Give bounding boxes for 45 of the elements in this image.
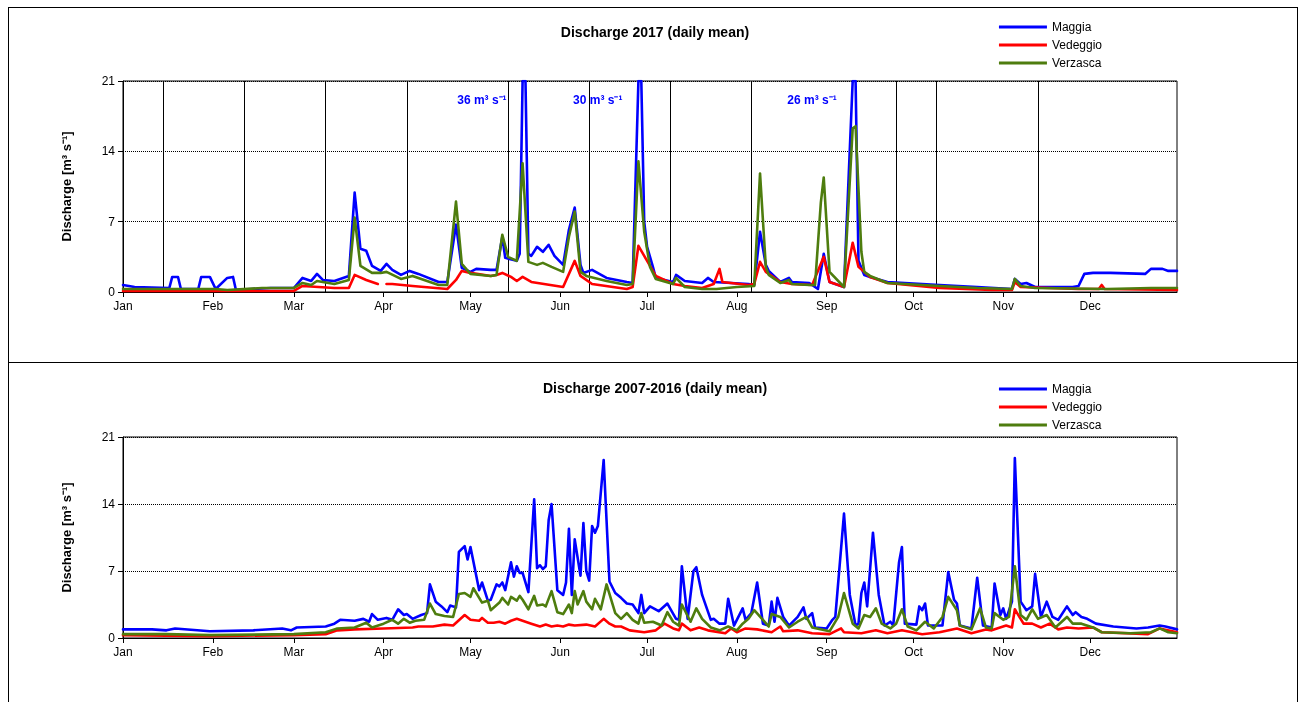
y-tick-label: 7	[108, 214, 116, 229]
x-tick-label: Sep	[815, 299, 838, 313]
chart-title: Discharge 2007-2016 (daily mean)	[542, 380, 768, 396]
x-tick-label: Oct	[904, 299, 924, 313]
x-tick-label: Jan	[113, 299, 133, 313]
x-tick-label: Aug	[726, 645, 748, 659]
x-tick-label: Apr	[374, 299, 393, 313]
x-tick-label: Jun	[550, 645, 570, 659]
x-tick-label: Sep	[815, 645, 838, 659]
legend-label: Vedeggio	[1051, 38, 1103, 52]
annotation: 30 m³ s⁻¹	[573, 93, 623, 107]
x-tick-label: Feb	[202, 645, 224, 659]
y-tick-label: 7	[108, 564, 116, 578]
y-tick-label: 21	[101, 430, 116, 444]
y-tick-label: 14	[101, 144, 116, 159]
y-tick-label: 0	[108, 631, 116, 645]
x-tick-label: Apr	[374, 645, 393, 659]
y-tick-label: 0	[108, 285, 116, 299]
x-tick-label: May	[459, 299, 482, 313]
x-tick-label: Feb	[202, 299, 224, 313]
y-tick-label: 14	[101, 497, 116, 511]
legend-label: Verzasca	[1051, 418, 1102, 432]
x-tick-label: Jan	[113, 645, 133, 659]
x-tick-label: Jun	[550, 299, 570, 313]
x-tick-label: Aug	[726, 299, 748, 313]
legend-label: Maggia	[1051, 382, 1092, 396]
annotation: 26 m³ s⁻¹	[787, 93, 837, 107]
annotation: 36 m³ s⁻¹	[457, 93, 507, 107]
x-tick-label: Oct	[904, 645, 924, 659]
x-tick-label: Jul	[639, 645, 655, 659]
x-tick-label: Mar	[283, 299, 305, 313]
legend-label: Verzasca	[1051, 56, 1102, 70]
y-axis-title: Discharge [m³ s⁻¹]	[59, 482, 74, 593]
x-tick-label: Jul	[639, 299, 655, 313]
x-tick-label: May	[459, 645, 482, 659]
y-axis-title: Discharge [m³ s⁻¹]	[59, 131, 74, 242]
chart-title: Discharge 2017 (daily mean)	[560, 24, 750, 40]
x-tick-label: Nov	[992, 645, 1014, 659]
legend-label: Maggia	[1051, 20, 1092, 34]
x-tick-label: Dec	[1079, 299, 1101, 313]
x-tick-label: Nov	[992, 299, 1014, 313]
x-tick-label: Mar	[283, 645, 305, 659]
y-tick-label: 21	[101, 74, 116, 88]
legend-label: Vedeggio	[1051, 400, 1103, 414]
x-tick-label: Dec	[1079, 645, 1101, 659]
